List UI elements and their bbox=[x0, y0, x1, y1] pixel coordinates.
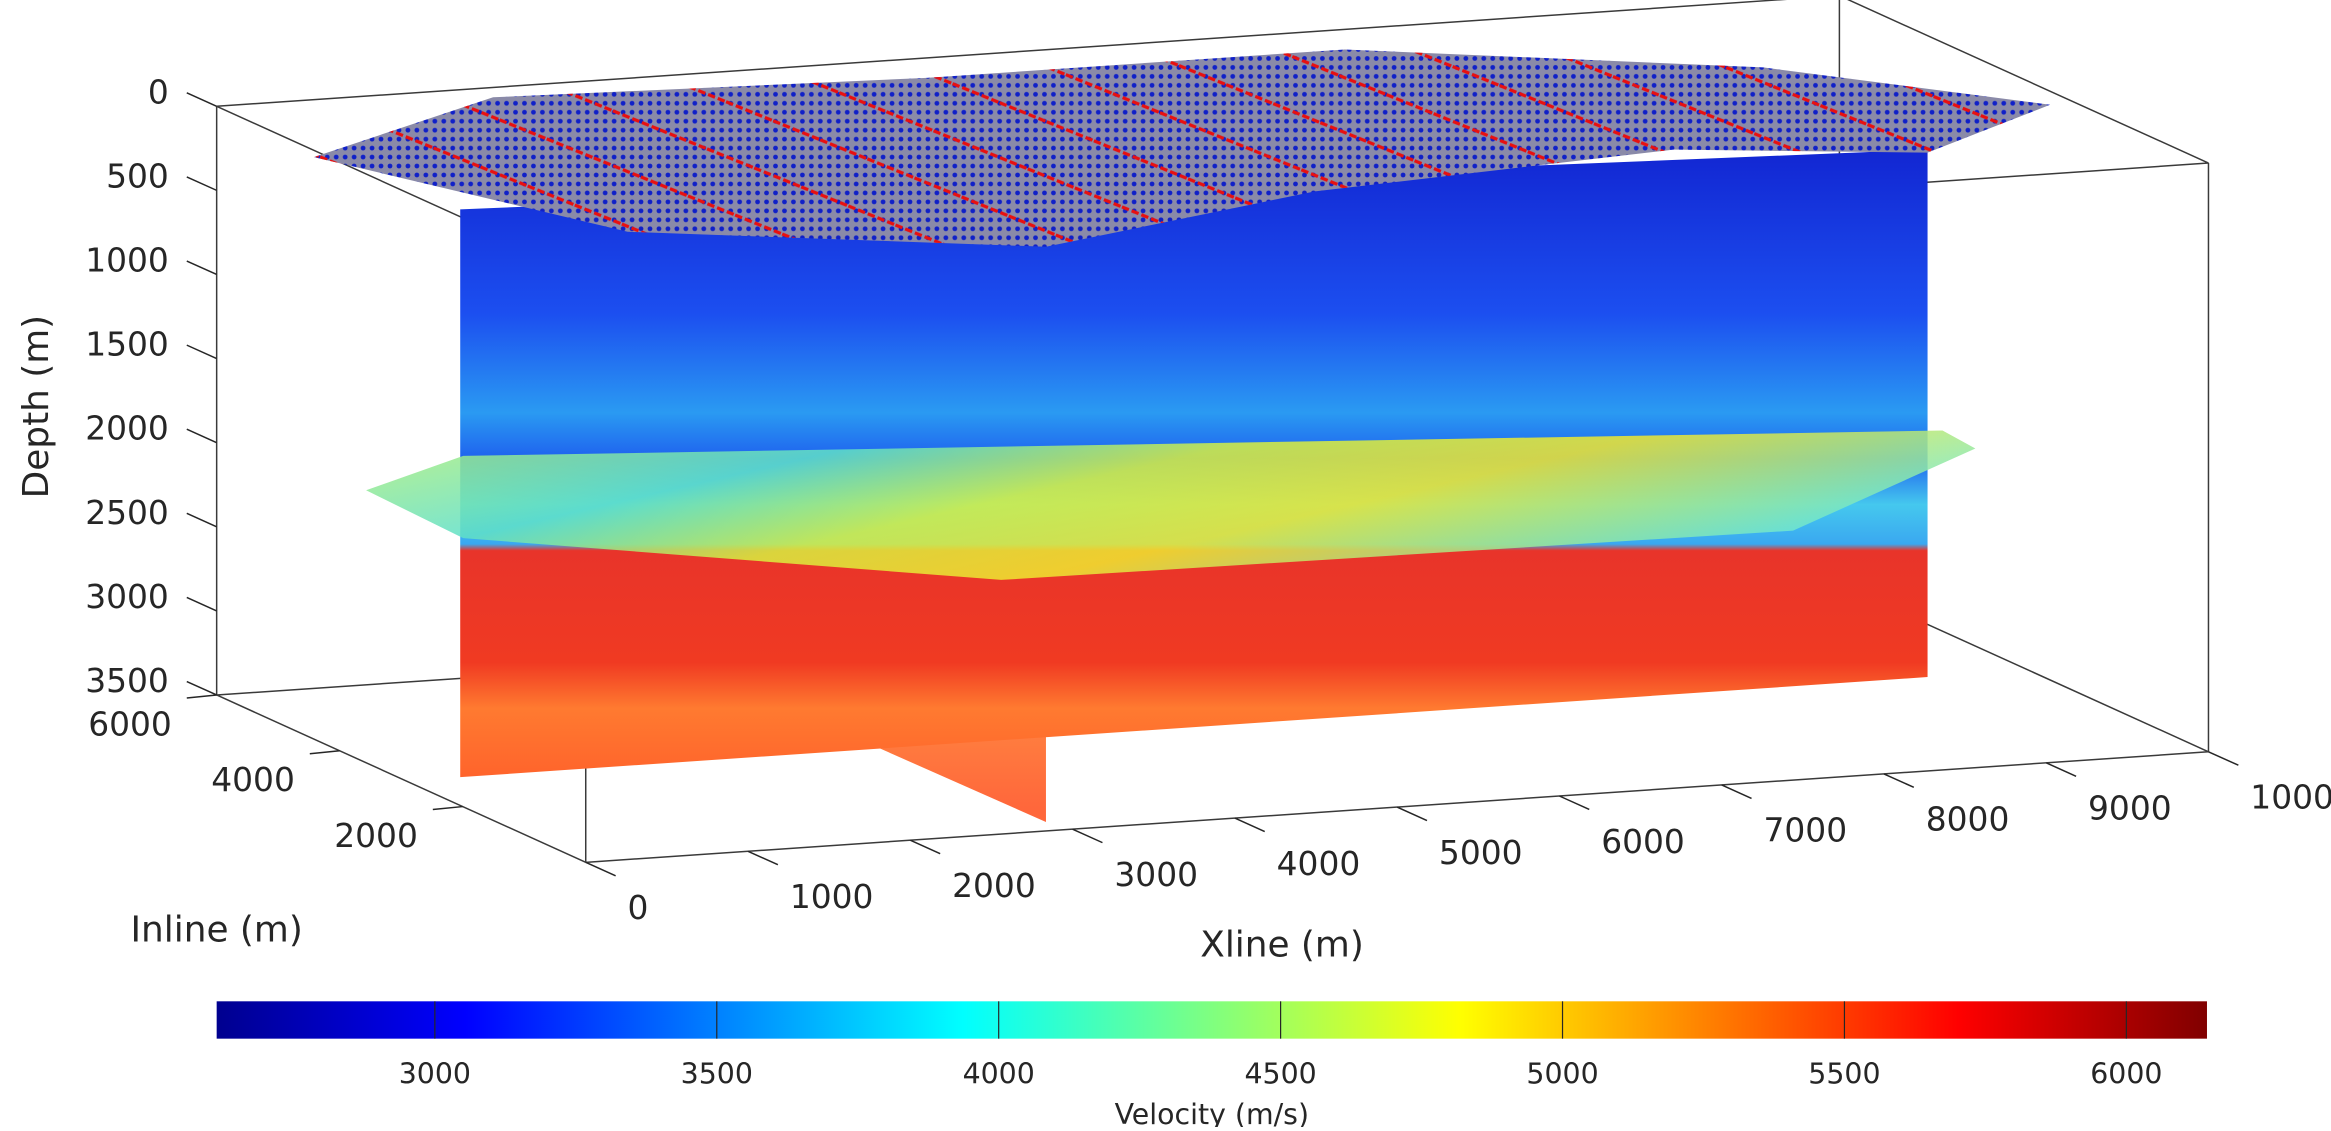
z-tick bbox=[186, 428, 217, 444]
x-tick-label: 1000 bbox=[790, 877, 874, 916]
z-tick-label: 0 bbox=[148, 72, 169, 111]
horizon-surface bbox=[366, 430, 1976, 580]
y-axis-label: Inline (m) bbox=[130, 910, 302, 951]
z-tick-label: 2000 bbox=[85, 409, 169, 448]
z-tick-label: 2500 bbox=[85, 493, 169, 532]
x-tick bbox=[1072, 828, 1103, 844]
colorbar-tick-label: 6000 bbox=[2090, 1057, 2162, 1090]
x-tick-label: 3000 bbox=[1114, 855, 1198, 894]
z-tick-label: 1500 bbox=[85, 325, 169, 364]
z-tick-label: 500 bbox=[106, 156, 169, 195]
x-axis-label: Xline (m) bbox=[1200, 924, 1364, 965]
x-tick-label: 5000 bbox=[1439, 833, 1523, 872]
colorbar-tick-label: 3000 bbox=[399, 1057, 471, 1090]
z-tick bbox=[186, 512, 217, 528]
z-tick bbox=[186, 596, 217, 612]
y-tick-label: 2000 bbox=[334, 816, 418, 855]
colorbar-tick-label: 5500 bbox=[1808, 1057, 1880, 1090]
y-tick-label: 6000 bbox=[88, 704, 172, 743]
z-tick-label: 3500 bbox=[85, 661, 169, 700]
x-tick bbox=[1396, 806, 1428, 822]
z-axis-label: Depth (m) bbox=[16, 315, 57, 499]
x-tick bbox=[2045, 762, 2077, 777]
z-tick bbox=[186, 344, 217, 360]
colorbar-tick-label: 3500 bbox=[681, 1057, 753, 1090]
z-tick bbox=[186, 92, 217, 107]
receiver-lines bbox=[313, 49, 2051, 247]
colorbar-tick-label: 5000 bbox=[1526, 1057, 1598, 1090]
x-tick bbox=[909, 839, 941, 855]
box-edge bbox=[216, 0, 1788, 108]
z-tick-label: 1000 bbox=[85, 240, 169, 279]
x-tick-label: 0 bbox=[628, 888, 649, 927]
x-tick-label: 6000 bbox=[1601, 822, 1685, 861]
y-tick bbox=[309, 750, 340, 755]
box-edge bbox=[1847, 0, 2209, 164]
z-tick bbox=[186, 680, 217, 696]
x-tick bbox=[585, 861, 616, 877]
x-tick bbox=[1721, 784, 1752, 800]
x-tick-label: 10000 bbox=[2250, 778, 2331, 817]
x-tick-label: 4000 bbox=[1277, 844, 1361, 883]
colorbar-tick-label: 4500 bbox=[1244, 1057, 1316, 1090]
x-tick bbox=[2208, 751, 2239, 766]
x-tick bbox=[1883, 773, 1915, 789]
y-tick bbox=[432, 805, 463, 811]
colorbar bbox=[216, 1001, 2207, 1039]
colorbar-tick-label: 4000 bbox=[963, 1057, 1035, 1090]
x-tick-label: 2000 bbox=[952, 866, 1036, 905]
box-edge bbox=[216, 694, 587, 864]
colorbar-label: Velocity (m/s) bbox=[1115, 1098, 1309, 1127]
x-tick bbox=[747, 850, 779, 866]
x-tick bbox=[1234, 817, 1266, 833]
z-tick bbox=[186, 260, 217, 276]
z-tick-label: 3000 bbox=[85, 577, 169, 616]
box-edge bbox=[585, 751, 2209, 864]
z-tick bbox=[186, 176, 217, 192]
y-tick-label: 4000 bbox=[211, 760, 295, 799]
y-tick bbox=[186, 694, 217, 699]
x-tick-label: 9000 bbox=[2088, 789, 2172, 828]
x-tick bbox=[1559, 795, 1590, 811]
x-tick-label: 7000 bbox=[1763, 811, 1847, 850]
x-tick-label: 8000 bbox=[1926, 800, 2010, 839]
